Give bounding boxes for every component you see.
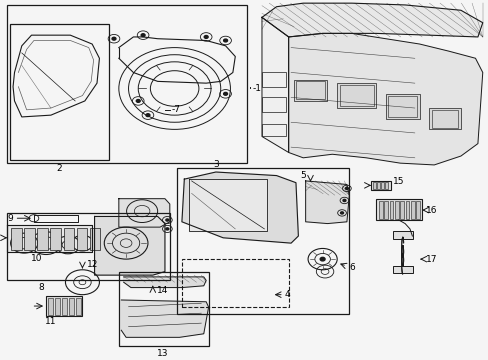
Polygon shape bbox=[182, 172, 298, 243]
Bar bbox=[50, 228, 61, 250]
Polygon shape bbox=[94, 216, 164, 275]
Circle shape bbox=[165, 228, 168, 230]
Bar bbox=[262, 97, 285, 112]
Text: 15: 15 bbox=[392, 177, 404, 186]
Bar bbox=[394, 201, 398, 219]
Bar bbox=[385, 94, 419, 119]
Text: 14: 14 bbox=[157, 286, 168, 295]
Bar bbox=[48, 298, 53, 315]
Bar bbox=[24, 228, 35, 250]
Bar bbox=[262, 72, 285, 87]
Text: 13: 13 bbox=[157, 349, 168, 358]
Bar bbox=[62, 298, 67, 315]
Text: 4: 4 bbox=[284, 290, 290, 299]
Text: 6: 6 bbox=[348, 263, 354, 272]
Text: 17: 17 bbox=[425, 255, 437, 264]
Circle shape bbox=[141, 34, 145, 37]
Text: 2: 2 bbox=[57, 164, 62, 173]
Bar bbox=[339, 85, 373, 106]
Circle shape bbox=[165, 219, 168, 221]
Polygon shape bbox=[7, 225, 92, 252]
Polygon shape bbox=[121, 300, 208, 337]
Polygon shape bbox=[123, 277, 206, 288]
Circle shape bbox=[320, 257, 325, 261]
Text: 3: 3 bbox=[213, 160, 218, 169]
Bar bbox=[37, 228, 48, 250]
Polygon shape bbox=[305, 181, 348, 224]
Bar bbox=[410, 201, 414, 219]
Bar bbox=[378, 201, 382, 219]
Bar bbox=[431, 110, 458, 127]
Bar bbox=[63, 228, 74, 250]
Bar bbox=[119, 271, 208, 346]
Circle shape bbox=[340, 212, 343, 214]
Circle shape bbox=[146, 114, 150, 117]
Bar bbox=[380, 182, 383, 189]
Text: 5: 5 bbox=[299, 171, 305, 180]
Circle shape bbox=[223, 93, 227, 95]
Bar bbox=[370, 181, 390, 190]
Bar bbox=[392, 266, 412, 273]
Polygon shape bbox=[262, 17, 288, 153]
Bar bbox=[295, 81, 325, 99]
Bar bbox=[46, 296, 82, 316]
Circle shape bbox=[342, 199, 345, 202]
Circle shape bbox=[345, 187, 347, 189]
Polygon shape bbox=[119, 199, 169, 227]
Bar bbox=[405, 201, 408, 219]
Bar bbox=[10, 24, 109, 159]
Bar bbox=[89, 228, 100, 250]
Bar bbox=[7, 213, 169, 280]
Circle shape bbox=[112, 37, 116, 40]
Bar bbox=[7, 5, 247, 163]
Bar bbox=[428, 108, 460, 129]
Text: 11: 11 bbox=[45, 317, 57, 326]
Text: 8: 8 bbox=[38, 283, 44, 292]
Text: 12: 12 bbox=[87, 260, 99, 269]
Bar bbox=[415, 201, 419, 219]
Bar bbox=[392, 231, 412, 239]
Bar bbox=[293, 80, 327, 101]
Bar bbox=[11, 228, 22, 250]
Bar bbox=[337, 83, 375, 108]
Circle shape bbox=[136, 99, 140, 102]
Bar bbox=[262, 124, 285, 136]
Bar bbox=[177, 168, 348, 314]
Bar bbox=[375, 199, 421, 220]
Bar bbox=[182, 259, 288, 307]
Bar bbox=[387, 96, 416, 117]
Bar bbox=[384, 201, 387, 219]
Bar bbox=[400, 201, 403, 219]
Polygon shape bbox=[288, 33, 482, 165]
Bar bbox=[376, 182, 379, 189]
Circle shape bbox=[204, 36, 208, 39]
Bar bbox=[384, 182, 387, 189]
Text: 9: 9 bbox=[7, 214, 13, 223]
Polygon shape bbox=[262, 3, 482, 37]
Bar bbox=[77, 228, 87, 250]
Bar bbox=[372, 182, 375, 189]
Bar bbox=[55, 298, 60, 315]
Bar bbox=[389, 201, 393, 219]
Text: -1: -1 bbox=[252, 84, 261, 93]
Bar bbox=[76, 298, 81, 315]
Circle shape bbox=[223, 39, 227, 42]
Text: 10: 10 bbox=[31, 253, 42, 262]
Text: -7: -7 bbox=[171, 105, 180, 114]
Text: 16: 16 bbox=[425, 206, 437, 215]
Polygon shape bbox=[189, 179, 266, 231]
Bar bbox=[69, 298, 74, 315]
